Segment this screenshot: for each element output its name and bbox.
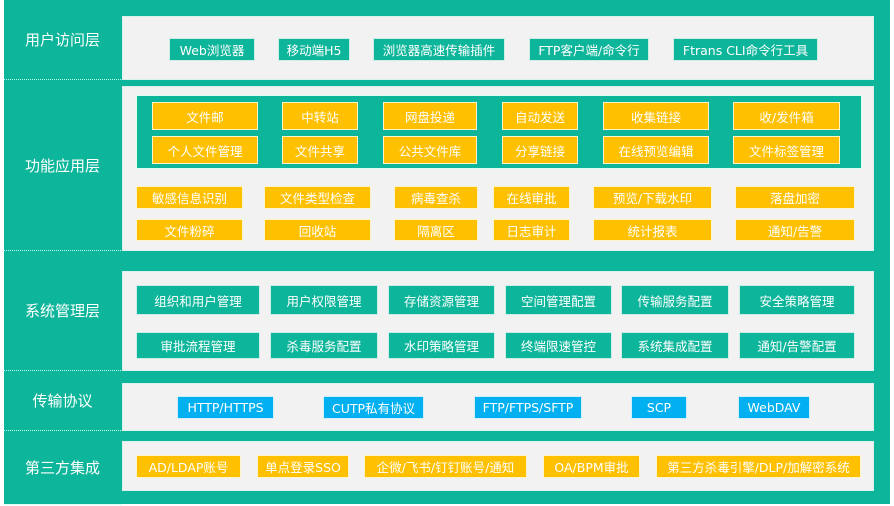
feature-item: 落盘加密 <box>735 186 855 209</box>
core-feature-item: 公共文件库 <box>383 136 477 164</box>
feature-item: 统计报表 <box>593 219 712 241</box>
management-item: 存储资源管理 <box>388 285 495 315</box>
integration-item: 单点登录SSO <box>257 455 349 478</box>
layer-label: 用户访问层 <box>4 0 121 80</box>
feature-item: 回收站 <box>264 219 371 241</box>
core-feature-item: 个人文件管理 <box>152 136 258 164</box>
management-item: 终端限速管控 <box>505 332 612 359</box>
management-item: 安全策略管理 <box>739 285 855 315</box>
layer-label: 系统管理层 <box>4 251 121 371</box>
layer-label: 第三方集成 <box>4 431 121 505</box>
integration-item: 第三方杀毒引擎/DLP/加解密系统 <box>656 455 861 478</box>
core-feature-item: 文件共享 <box>282 136 358 164</box>
management-item: 组织和用户管理 <box>136 285 260 315</box>
management-item: 审批流程管理 <box>136 332 260 359</box>
feature-item: 病毒查杀 <box>394 186 478 209</box>
feature-item: 在线审批 <box>493 186 570 209</box>
feature-item: 文件粉碎 <box>136 219 243 241</box>
core-feature-item: 收集链接 <box>603 102 709 130</box>
core-feature-item: 在线预览编辑 <box>603 136 709 164</box>
management-item: 杀毒服务配置 <box>270 332 378 359</box>
protocol-item: FTP/FTPS/SFTP <box>474 396 582 419</box>
feature-item: 日志审计 <box>493 219 570 241</box>
access-item: Web浏览器 <box>169 38 255 61</box>
management-item: 用户权限管理 <box>270 285 378 315</box>
core-feature-item: 中转站 <box>282 102 358 130</box>
management-item: 系统集成配置 <box>621 332 729 359</box>
management-item: 水印策略管理 <box>388 332 495 359</box>
protocol-item: WebDAV <box>738 396 810 419</box>
access-item: FTP客户端/命令行 <box>529 38 649 61</box>
protocol-item: SCP <box>631 396 687 419</box>
core-feature-item: 文件邮 <box>152 102 258 130</box>
feature-item: 隔离区 <box>394 219 478 241</box>
access-item: Ftrans CLI命令行工具 <box>673 38 818 61</box>
layer-label: 传输协议 <box>4 371 121 431</box>
protocol-item: HTTP/HTTPS <box>177 396 274 419</box>
integration-item: 企微/飞书/钉钉账号/通知 <box>364 455 527 478</box>
management-item: 空间管理配置 <box>505 285 612 315</box>
core-feature-item: 文件标签管理 <box>733 136 840 164</box>
access-item: 浏览器高速传输插件 <box>373 38 505 61</box>
feature-item: 敏感信息识别 <box>136 186 243 209</box>
core-feature-item: 分享链接 <box>502 136 578 164</box>
core-feature-item: 收/发件箱 <box>733 102 840 130</box>
integration-item: OA/BPM审批 <box>543 455 640 478</box>
feature-item: 文件类型检查 <box>264 186 371 209</box>
core-feature-item: 自动发送 <box>502 102 578 130</box>
feature-item: 预览/下载水印 <box>593 186 712 209</box>
access-item: 移动端H5 <box>278 38 350 61</box>
management-item: 通知/告警配置 <box>739 332 855 359</box>
feature-item: 通知/告警 <box>735 219 855 241</box>
management-item: 传输服务配置 <box>621 285 729 315</box>
protocol-item: CUTP私有协议 <box>323 396 424 419</box>
layer-label: 功能应用层 <box>4 80 121 251</box>
integration-item: AD/LDAP账号 <box>136 455 241 478</box>
core-feature-item: 网盘投递 <box>383 102 477 130</box>
